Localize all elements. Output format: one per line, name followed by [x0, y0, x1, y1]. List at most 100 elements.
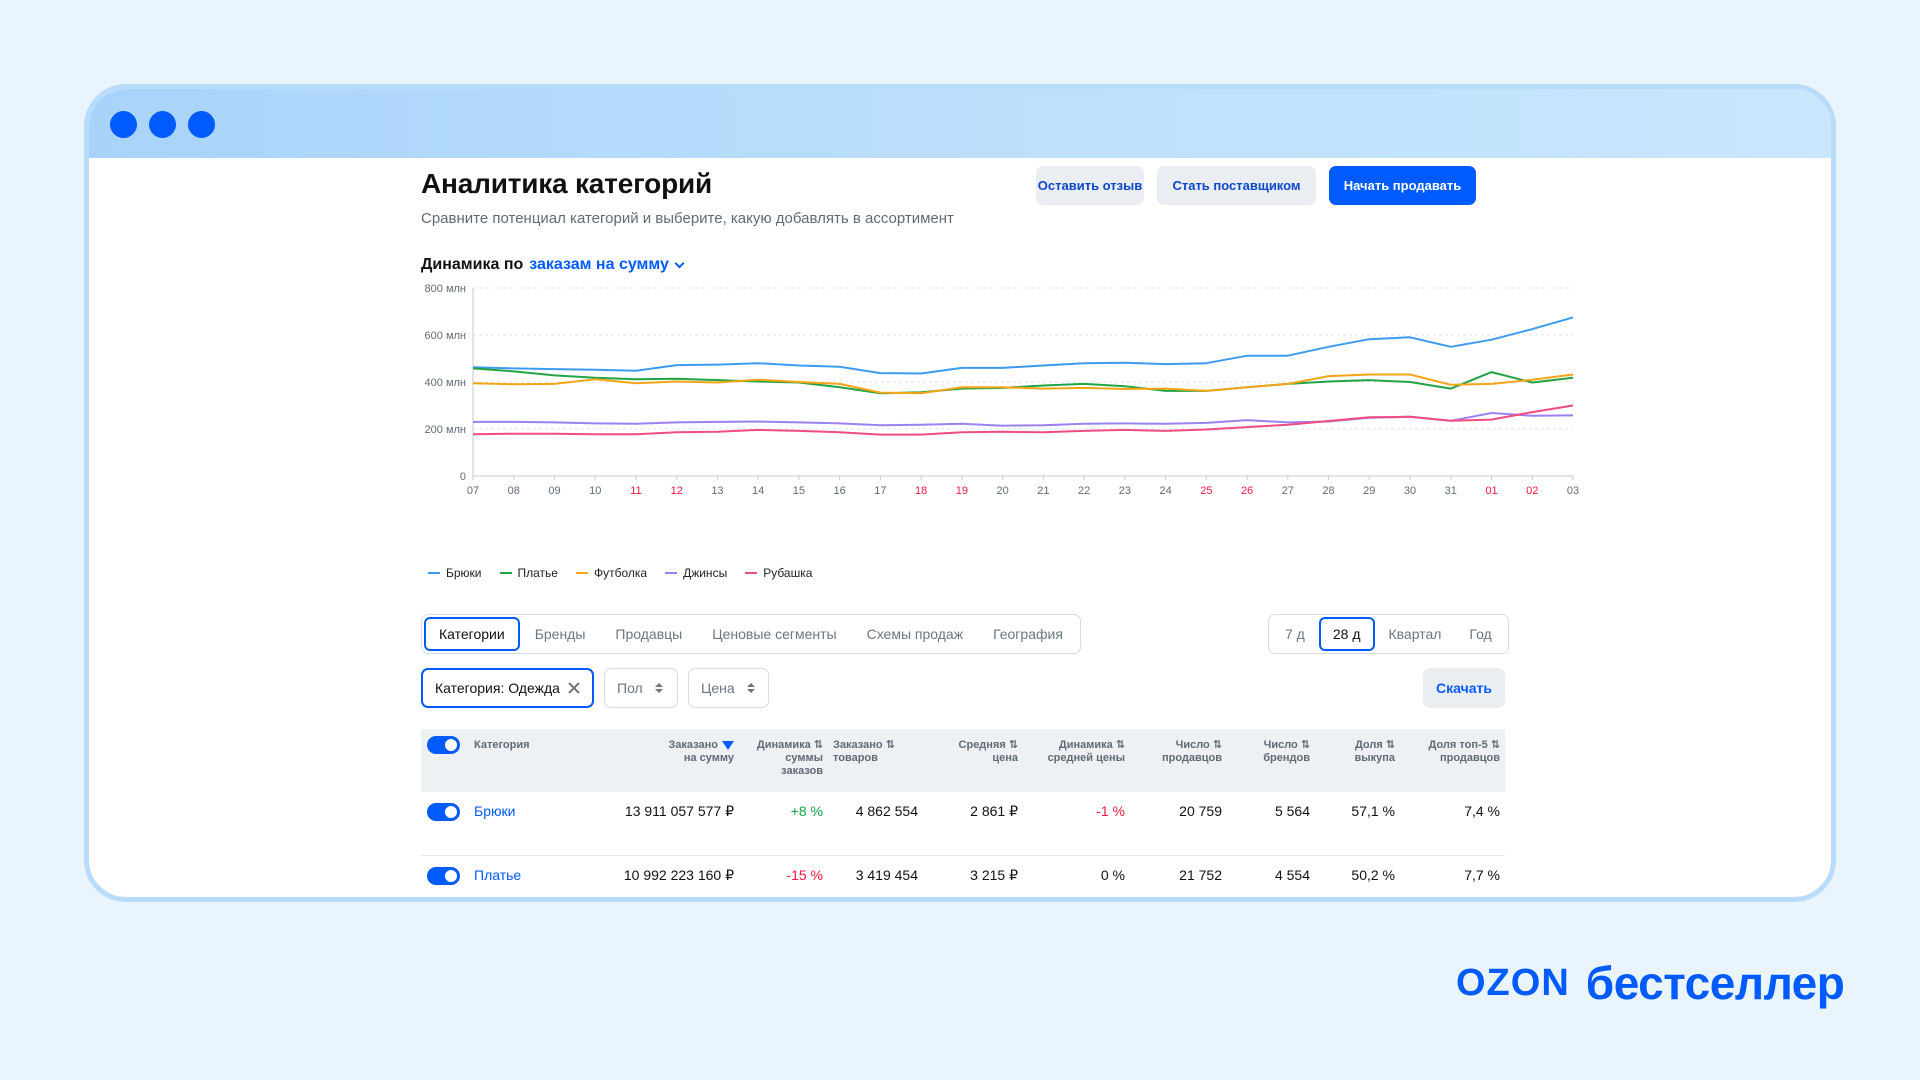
- tab-1[interactable]: Категории: [424, 617, 520, 651]
- legend-swatch: [745, 572, 758, 574]
- legend-swatch: [665, 572, 678, 574]
- window-titlebar: [89, 89, 1831, 158]
- col-dyn-avg-price[interactable]: Динамика ⇅ средней цены: [1021, 739, 1125, 765]
- col-ordered-goods[interactable]: Заказано ⇅ товаров: [833, 739, 895, 765]
- col-ordered-sum[interactable]: Заказано на сумму: [631, 739, 734, 765]
- x-tick-label: 07: [467, 485, 479, 497]
- page-title: Аналитика категорий: [421, 168, 712, 199]
- col-avg-price-line1: Средняя: [958, 739, 1006, 751]
- legend-item[interactable]: Футболка: [575, 566, 647, 580]
- legend-swatch: [575, 572, 588, 574]
- col-top5-line2: продавцов: [1439, 752, 1500, 764]
- col-dyn-sum[interactable]: Динамика ⇅ суммы заказов: [741, 739, 823, 778]
- close-icon[interactable]: [568, 682, 580, 694]
- feedback-button[interactable]: Оставить отзыв: [1036, 166, 1144, 205]
- x-tick-label: 26: [1241, 485, 1253, 497]
- legend-item[interactable]: Брюки: [428, 566, 482, 580]
- tab-6[interactable]: География: [993, 626, 1063, 642]
- y-tick-label: 800 млн: [425, 283, 466, 295]
- y-tick-label: 600 млн: [425, 330, 466, 342]
- become-supplier-button[interactable]: Стать поставщиком: [1157, 166, 1316, 205]
- x-tick-label: 16: [834, 485, 846, 497]
- period-option-4[interactable]: Год: [1469, 626, 1492, 642]
- col-top5[interactable]: Доля топ-5 ⇅ продавцов: [1404, 739, 1500, 765]
- category-link[interactable]: Платье: [474, 867, 522, 883]
- x-tick-label: 02: [1526, 485, 1538, 497]
- tab-4[interactable]: Ценовые сегменты: [712, 626, 837, 642]
- ozon-logo: OZON: [1456, 961, 1570, 1004]
- sort-icon: ⇅: [1212, 739, 1222, 751]
- gender-select[interactable]: Пол: [604, 668, 678, 708]
- cell-brands: 4 554: [1274, 867, 1310, 883]
- col-category[interactable]: Категория: [474, 739, 530, 751]
- category-filter-chip[interactable]: Категория: Одежда: [421, 668, 594, 708]
- sort-updown-icon: [746, 683, 755, 693]
- col-sellers[interactable]: Число ⇅ продавцов: [1136, 739, 1222, 765]
- col-brands[interactable]: Число ⇅ брендов: [1231, 739, 1310, 765]
- price-select-label: Цена: [701, 680, 735, 696]
- table-row: Платье 10 992 223 160 ₽ -15 % 3 419 454 …: [421, 856, 1505, 897]
- col-ordered-sum-line1: Заказано: [668, 739, 718, 751]
- row-toggle[interactable]: [427, 803, 460, 821]
- col-avg-price[interactable]: Средняя ⇅ цена: [936, 739, 1018, 765]
- cell-top5: 7,4 %: [1464, 803, 1500, 819]
- legend-label: Брюки: [446, 566, 482, 580]
- dynamics-header: Динамика по заказам на сумму: [421, 256, 685, 274]
- legend-item[interactable]: Джинсы: [665, 566, 727, 580]
- col-top5-line1: Доля топ-5: [1428, 739, 1488, 751]
- x-tick-label: 30: [1404, 485, 1416, 497]
- price-select[interactable]: Цена: [688, 668, 769, 708]
- legend-swatch: [499, 572, 512, 574]
- col-dyn-sum-line2: суммы: [785, 752, 823, 764]
- category-link[interactable]: Брюки: [474, 803, 516, 819]
- dynamics-selector[interactable]: заказам на сумму: [529, 256, 685, 274]
- x-tick-label: 13: [711, 485, 723, 497]
- legend-item[interactable]: Рубашка: [745, 566, 812, 580]
- x-tick-label: 27: [1282, 485, 1294, 497]
- row-toggle[interactable]: [427, 867, 460, 885]
- window-dot-2: [149, 111, 176, 138]
- start-selling-button[interactable]: Начать продавать: [1329, 166, 1476, 205]
- orders-sum-line-chart: 800 млн 600 млн 400 млн 200 млн 007 08 09 10 11 1…: [425, 283, 1580, 497]
- categories-table: Категория Заказано на сумму Динамика ⇅ су…: [421, 729, 1505, 897]
- x-tick-label: 28: [1322, 485, 1334, 497]
- period-option-2[interactable]: 28 д: [1318, 617, 1375, 651]
- legend-label: Платье: [517, 566, 558, 580]
- series-line-Платье: [472, 367, 1574, 395]
- cell-avg-price: 3 215 ₽: [970, 867, 1018, 883]
- page-subtitle: Сравните потенциал категорий и выберите,…: [421, 210, 954, 227]
- cell-sellers: 21 752: [1179, 867, 1222, 883]
- cell-buyout: 50,2 %: [1351, 867, 1395, 883]
- legend-item[interactable]: Платье: [499, 566, 558, 580]
- cell-avg-price: 2 861 ₽: [970, 803, 1018, 819]
- col-buyout[interactable]: Доля ⇅ выкупа: [1321, 739, 1395, 765]
- col-sellers-line1: Число: [1175, 739, 1210, 751]
- col-buyout-line2: выкупа: [1354, 752, 1395, 764]
- window-dot-3: [188, 111, 215, 138]
- cell-brands: 5 564: [1274, 803, 1310, 819]
- download-button[interactable]: Скачать: [1423, 668, 1505, 708]
- tab-5[interactable]: Схемы продаж: [866, 626, 964, 642]
- y-tick-label: 200 млн: [425, 424, 466, 436]
- ozon-bestseller-logo: OZON бестселлер: [1456, 956, 1845, 1010]
- series-line-Футболка: [472, 373, 1574, 395]
- period-selector: 7 д 28 д Квартал Год: [1268, 614, 1509, 654]
- x-tick-label: 18: [915, 485, 927, 497]
- y-tick-label: 0: [460, 471, 466, 483]
- period-option-3[interactable]: Квартал: [1388, 626, 1442, 642]
- period-option-1[interactable]: 7 д: [1285, 626, 1305, 642]
- cell-buyout: 57,1 %: [1351, 803, 1395, 819]
- category-filter-label: Категория: Одежда: [435, 680, 560, 696]
- sort-icon: ⇅: [885, 739, 895, 751]
- cell-sellers: 20 759: [1179, 803, 1222, 819]
- select-all-toggle[interactable]: [427, 736, 460, 754]
- tab-3[interactable]: Продавцы: [615, 626, 683, 642]
- series-line-Брюки: [472, 316, 1574, 375]
- x-tick-label: 14: [752, 485, 764, 497]
- browser-window: Аналитика категорий Сравните потенциал к…: [84, 84, 1836, 902]
- col-ordered-goods-line2: товаров: [833, 752, 878, 764]
- col-ordered-sum-line2: на сумму: [683, 752, 734, 764]
- x-tick-label: 29: [1363, 485, 1375, 497]
- x-tick-label: 10: [589, 485, 601, 497]
- tab-2[interactable]: Бренды: [534, 626, 586, 642]
